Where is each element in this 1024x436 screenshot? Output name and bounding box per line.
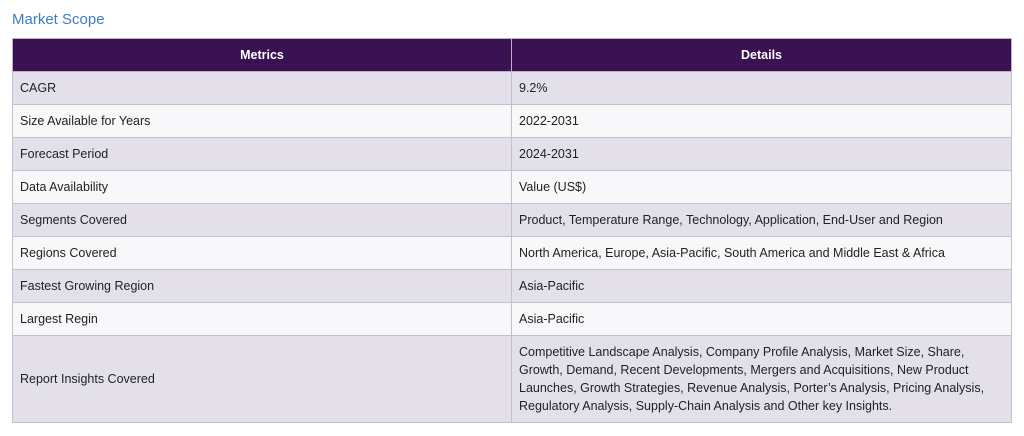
market-scope-table: Metrics Details CAGR 9.2% Size Available… — [12, 38, 1012, 423]
table-row: Fastest Growing Region Asia-Pacific — [12, 269, 1012, 303]
metric-cell: Size Available for Years — [12, 104, 512, 138]
detail-cell: 9.2% — [511, 71, 1012, 105]
table-row: Largest Regin Asia-Pacific — [12, 302, 1012, 336]
table-header-row: Metrics Details — [12, 38, 1012, 72]
table-row: Size Available for Years 2022-2031 — [12, 104, 1012, 138]
table-row: Data Availability Value (US$) — [12, 170, 1012, 204]
metric-cell: Segments Covered — [12, 203, 512, 237]
table-row: Regions Covered North America, Europe, A… — [12, 236, 1012, 270]
detail-cell: Value (US$) — [511, 170, 1012, 204]
table-row: CAGR 9.2% — [12, 71, 1012, 105]
table-row: Forecast Period 2024-2031 — [12, 137, 1012, 171]
header-details: Details — [511, 38, 1012, 72]
detail-cell: Asia-Pacific — [511, 302, 1012, 336]
metric-cell: Regions Covered — [12, 236, 512, 270]
detail-cell: 2022-2031 — [511, 104, 1012, 138]
detail-cell: Competitive Landscape Analysis, Company … — [511, 335, 1012, 423]
table-row: Report Insights Covered Competitive Land… — [12, 335, 1012, 423]
detail-cell: 2024-2031 — [511, 137, 1012, 171]
metric-cell: CAGR — [12, 71, 512, 105]
table-row: Segments Covered Product, Temperature Ra… — [12, 203, 1012, 237]
metric-cell: Forecast Period — [12, 137, 512, 171]
detail-cell: Asia-Pacific — [511, 269, 1012, 303]
section-title: Market Scope — [12, 11, 105, 28]
header-metrics: Metrics — [12, 38, 512, 72]
detail-cell: Product, Temperature Range, Technology, … — [511, 203, 1012, 237]
metric-cell: Largest Regin — [12, 302, 512, 336]
metric-cell: Fastest Growing Region — [12, 269, 512, 303]
detail-cell: North America, Europe, Asia-Pacific, Sou… — [511, 236, 1012, 270]
metric-cell: Report Insights Covered — [12, 335, 512, 423]
metric-cell: Data Availability — [12, 170, 512, 204]
